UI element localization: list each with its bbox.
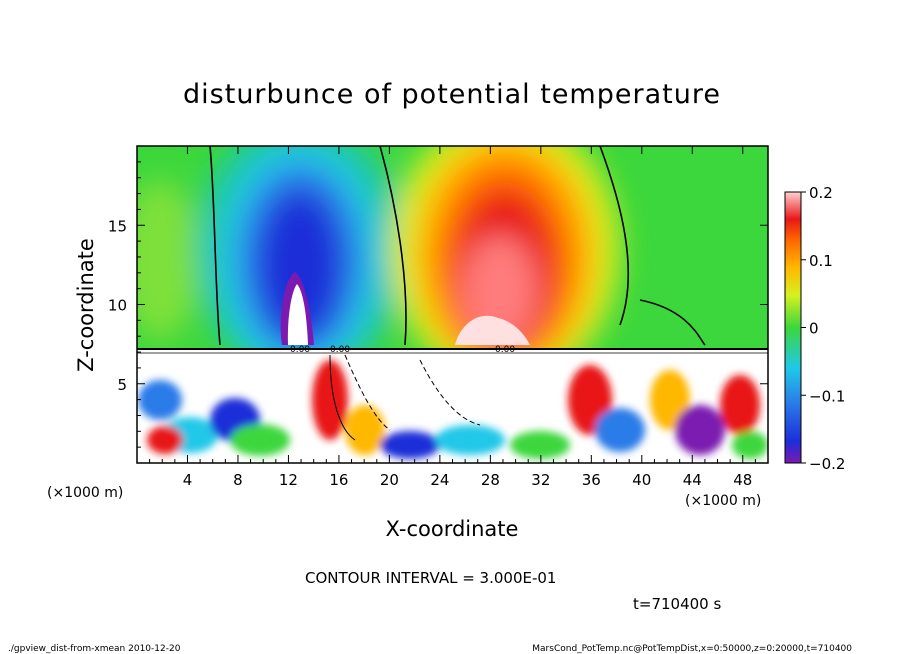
y-tick-label: 15 [108, 217, 127, 235]
chart-title: disturbunce of potential temperature [183, 79, 721, 110]
lower-field-blobs [138, 360, 768, 459]
contour-interval: CONTOUR INTERVAL = 3.000E-01 [305, 569, 556, 587]
x-axis-label: X-coordinate [386, 517, 519, 541]
y-tick-label: 5 [117, 376, 127, 394]
colorbar-ticks: 0.2 0.1 0 −0.1 −0.2 [801, 184, 845, 473]
upper-field-layers [137, 146, 620, 385]
x-tick-label: 20 [380, 471, 399, 489]
heatmap-field: 0.00 0.00 0.00 [137, 146, 768, 463]
x-tick-label: 40 [632, 471, 651, 489]
min-core-inner [287, 284, 308, 345]
y-axis-label: Z-coordinate [74, 238, 98, 372]
colorbar-tick-label: 0.2 [809, 184, 833, 202]
y-tick-label: 10 [108, 297, 127, 315]
x-unit-right: (×1000 m) [685, 493, 761, 509]
contour-label: 0.00 [330, 345, 350, 355]
contour-label-group: 0.00 0.00 0.00 [290, 345, 515, 355]
colorbar-tick-label: 0.1 [809, 252, 833, 270]
x-axis-ticks: 4 8 12 16 20 24 28 32 36 40 44 48 [149, 146, 756, 489]
x-unit-left: (×1000 m) [47, 485, 123, 501]
x-tick-label: 36 [582, 471, 601, 489]
x-tick-label: 48 [733, 471, 752, 489]
x-tick-label: 32 [531, 471, 550, 489]
x-tick-label: 12 [279, 471, 298, 489]
x-tick-label: 4 [183, 471, 193, 489]
max-core [455, 315, 530, 345]
time-label: t=710400 s [633, 595, 721, 613]
x-tick-label: 8 [233, 471, 243, 489]
footer-left: ./gpview_dist-from-xmean 2010-12-20 [8, 644, 181, 654]
colorbar-tick-label: −0.2 [809, 455, 845, 473]
colorbar-tick-label: −0.1 [809, 387, 845, 405]
footer-right: MarsCond_PotTemp.nc@PotTempDist,x=0:5000… [532, 644, 852, 654]
x-tick-label: 44 [683, 471, 702, 489]
x-tick-label: 16 [329, 471, 348, 489]
contour-label: 0.00 [290, 345, 310, 355]
colorbar [784, 191, 802, 464]
y-axis-ticks: 5 10 15 [108, 161, 768, 448]
contour-lines [137, 146, 768, 441]
x-tick-label: 28 [481, 471, 500, 489]
x-tick-label: 24 [430, 471, 449, 489]
colorbar-tick-label: 0 [809, 320, 819, 338]
contour-label: 0.00 [495, 345, 515, 355]
